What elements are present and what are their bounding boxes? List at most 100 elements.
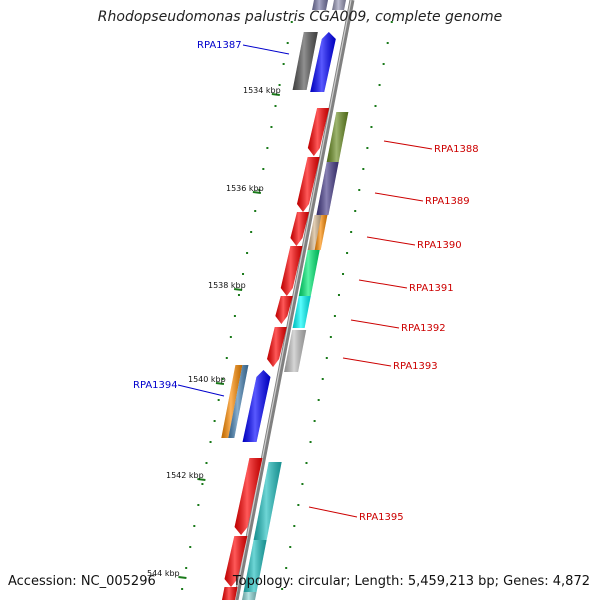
cds-rpa1390: [290, 212, 310, 246]
map-title: Rhodopseudomonas palustris CGA009, compl…: [97, 9, 503, 25]
cds-rpa1395: [234, 458, 263, 535]
gene-label-leader: [177, 384, 225, 397]
tick-label: 1536 kbp: [226, 184, 264, 193]
inner-dotted-ring: [254, 210, 257, 212]
cog-block-rpa1389: [316, 162, 339, 215]
inner-dotted-ring: [290, 21, 293, 23]
cog-block-rpa1394b: [228, 365, 249, 438]
outer-dotted-ring: [285, 567, 288, 569]
cds-rpa1393: [267, 327, 287, 367]
outer-dotted-ring: [337, 294, 340, 296]
genome-backbone-highlight: [234, 0, 352, 600]
inner-dotted-ring: [237, 294, 240, 296]
cog-block-rpa1387: [292, 32, 318, 90]
cog-block-rpa1392: [292, 296, 311, 328]
inner-dotted-ring: [217, 399, 220, 401]
inner-dotted-ring: [189, 546, 192, 548]
cds-reverse-top-shade: [312, 0, 328, 10]
gene-label-leader: [383, 140, 433, 150]
inner-dotted-ring: [225, 357, 228, 359]
cog-block-rpa1388: [326, 112, 349, 162]
cds-rpa1389: [297, 157, 320, 212]
cds-bottom-shade: [222, 587, 238, 600]
inner-dotted-ring: [242, 273, 245, 275]
tick-label: 1542 kbp: [166, 471, 204, 480]
cds-rpa1388-shade: [307, 108, 330, 156]
cds-reverse-top-b: [332, 0, 346, 10]
outer-dotted-ring: [317, 399, 320, 401]
outer-dotted-ring: [325, 357, 328, 359]
gene-label-leader: [308, 506, 358, 518]
cds-rpa1394: [242, 370, 271, 442]
tick-mark: [234, 288, 243, 291]
cds-rpa1390-shade: [290, 212, 310, 246]
gene-label-rpa1388: RPA1388: [434, 144, 479, 155]
cds-reverse-top: [312, 0, 328, 10]
tick-label: 1538 kbp: [208, 281, 246, 290]
cds-after-rpa1395-shade: [224, 536, 248, 587]
cog-block-rpa1394a-shade: [221, 365, 243, 438]
accession-text: Accession: NC_005296: [8, 574, 156, 589]
inner-dotted-ring: [274, 105, 277, 107]
cds-after-rpa1395: [224, 536, 248, 587]
cds-rpa1392: [275, 296, 293, 324]
inner-dotted-ring: [197, 504, 200, 506]
inner-dotted-ring: [233, 315, 236, 317]
outer-dotted-ring: [346, 252, 349, 254]
inner-dotted-ring: [193, 525, 196, 527]
cds-rpa1394-shade: [242, 370, 271, 442]
gene-label-leader: [242, 44, 290, 55]
cog-block-rpa1391: [298, 250, 320, 296]
cds-rpa1391-shade: [280, 246, 303, 296]
outer-dotted-ring: [321, 378, 324, 380]
cog-block-bottom: [242, 592, 257, 600]
outer-dotted-ring: [386, 42, 389, 44]
inner-dotted-ring: [278, 84, 281, 86]
gene-label-rpa1393: RPA1393: [393, 361, 438, 372]
tick-mark: [215, 382, 225, 385]
outer-dotted-ring: [301, 483, 304, 485]
inner-dotted-ring: [209, 441, 212, 443]
outer-dotted-ring: [378, 84, 381, 86]
cog-block-rpa1390b-shade: [314, 215, 328, 250]
tick-mark: [178, 576, 187, 579]
outer-dotted-ring: [289, 546, 292, 548]
inner-dotted-ring: [221, 378, 224, 380]
cds-reverse-top-b-shade: [332, 0, 346, 10]
tick-label: 1540 kbp: [188, 375, 226, 384]
outer-dotted-ring: [390, 21, 393, 23]
outer-dotted-ring: [374, 105, 377, 107]
cds-rpa1387: [310, 32, 336, 92]
gene-label-leader: [342, 357, 392, 367]
tick-label: 544 kbp: [147, 569, 180, 578]
inner-dotted-ring: [266, 147, 269, 149]
cog-block-rpa1394a: [221, 365, 243, 438]
cog-block-after-rpa1395-shade: [243, 540, 267, 592]
outer-dotted-ring: [362, 168, 365, 170]
cds-rpa1392-shade: [275, 296, 293, 324]
inner-dotted-ring: [258, 189, 261, 191]
outer-dotted-ring: [342, 273, 345, 275]
cog-block-rpa1388-shade: [326, 112, 349, 162]
inner-dotted-ring: [181, 588, 184, 590]
inner-dotted-ring: [286, 42, 289, 44]
cog-block-rpa1395: [253, 462, 282, 540]
outer-dotted-ring: [293, 525, 296, 527]
gene-label-leader: [366, 236, 416, 246]
gene-label-rpa1390: RPA1390: [417, 240, 462, 251]
cog-block-rpa1393-shade: [284, 330, 307, 372]
cog-block-rpa1390a: [307, 215, 323, 250]
inner-dotted-ring: [262, 168, 265, 170]
cog-block-bottom-shade: [242, 592, 257, 600]
cds-rpa1393-shade: [267, 327, 287, 367]
inner-dotted-ring: [229, 336, 232, 338]
cog-block-rpa1389-shade: [316, 162, 339, 215]
inner-dotted-ring: [205, 462, 208, 464]
gene-label-leader: [358, 279, 408, 289]
cog-block-after-rpa1395: [243, 540, 267, 592]
outer-dotted-ring: [358, 189, 361, 191]
tick-label: 1534 kbp: [243, 86, 281, 95]
tick-mark: [252, 191, 262, 194]
inner-dotted-ring: [246, 252, 249, 254]
cds-rpa1391: [280, 246, 303, 296]
